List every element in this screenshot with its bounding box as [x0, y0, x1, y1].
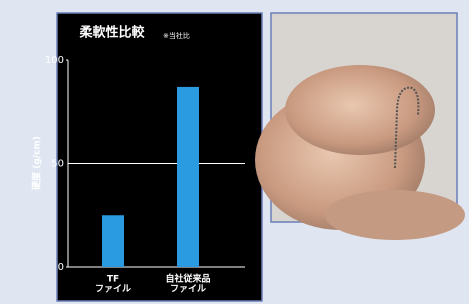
page: 柔軟性比較 ※当社比 硬度 (g/cm) 050100TFファイル自社従来品ファ…: [0, 0, 469, 304]
x-tick-label: ファイル: [170, 284, 206, 295]
x-tick-label: TF: [107, 275, 119, 285]
bar: [102, 215, 124, 267]
bar: [177, 87, 199, 267]
chart-note: ※当社比: [163, 31, 190, 40]
x-tick-label: ファイル: [95, 284, 131, 295]
y-tick-label: 50: [51, 159, 64, 170]
x-tick-label: 自社従来品: [165, 273, 210, 285]
y-tick-label: 0: [58, 262, 64, 273]
y-tick-label: 100: [45, 55, 64, 66]
chart-title: 柔軟性比較: [78, 25, 145, 41]
y-axis-label: 硬度 (g/cm): [31, 136, 43, 190]
chart-panel: [57, 13, 262, 301]
photo: [255, 13, 465, 240]
